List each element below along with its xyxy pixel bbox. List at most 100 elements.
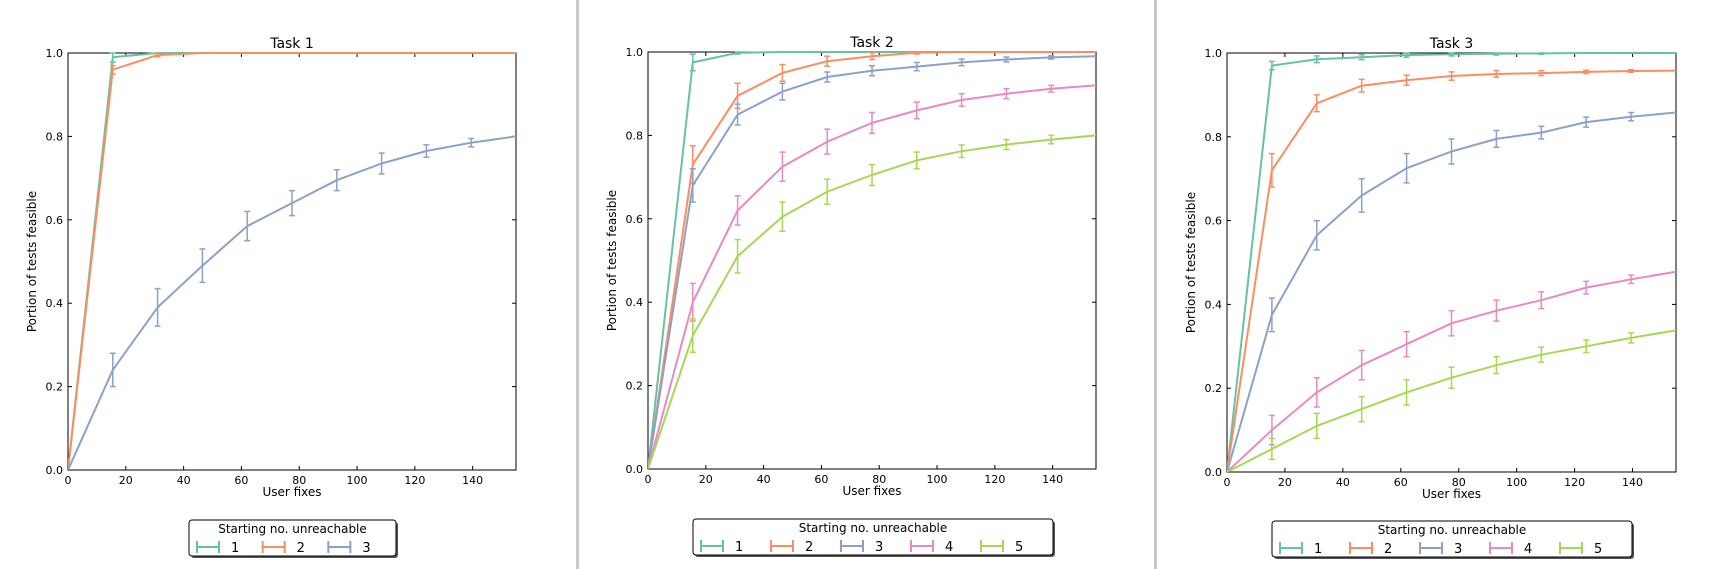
series-2 — [68, 52, 517, 470]
error-bar — [869, 52, 875, 61]
series-line-1 — [68, 52, 516, 470]
error-bar — [824, 71, 831, 83]
series-3 — [67, 135, 517, 471]
y-tick-label: 0.8 — [46, 130, 64, 143]
y-tick-label: 0.0 — [1205, 466, 1223, 479]
error-bar — [109, 352, 116, 388]
x-tick-label: 120 — [984, 473, 1005, 486]
error-bar — [1538, 346, 1545, 363]
error-bar — [1448, 138, 1455, 165]
legend-item-3: 3 — [1419, 542, 1462, 557]
error-bar — [824, 178, 831, 205]
error-bar — [779, 151, 786, 183]
data-point — [1675, 329, 1677, 331]
error-bar — [1313, 55, 1320, 64]
x-axis-label: User fixes — [842, 484, 901, 498]
error-bar — [734, 238, 741, 274]
data-point — [67, 469, 69, 471]
y-tick-label: 0.6 — [1205, 215, 1223, 228]
legend-label: 2 — [297, 541, 305, 556]
legend-title: Starting no. unreachable — [218, 522, 367, 536]
series-5 — [648, 134, 1097, 469]
error-bar — [1268, 152, 1275, 188]
data-point — [1361, 364, 1363, 366]
data-point — [692, 184, 694, 186]
error-bar — [958, 144, 965, 159]
data-point — [692, 61, 694, 63]
y-tick-label: 0.2 — [46, 381, 64, 394]
data-point — [1451, 53, 1453, 55]
error-bar — [1493, 129, 1500, 149]
data-point — [692, 335, 694, 337]
data-point — [781, 51, 783, 53]
data-point — [1540, 72, 1542, 74]
error-bar — [468, 137, 475, 148]
data-point — [871, 122, 873, 124]
legend-label: 5 — [1594, 542, 1602, 557]
data-point — [246, 52, 248, 54]
data-point — [1005, 51, 1007, 53]
error-bar — [1048, 134, 1055, 145]
error-bar — [1268, 437, 1275, 461]
series-line-2 — [68, 52, 516, 470]
x-axis-label: User fixes — [1422, 487, 1481, 501]
data-point — [1540, 52, 1542, 54]
data-point — [781, 91, 783, 93]
legend-title: Starting no. unreachable — [1378, 523, 1527, 537]
error-bar — [1493, 69, 1500, 79]
y-tick-label: 0.0 — [46, 464, 64, 477]
data-point — [781, 166, 783, 168]
data-point — [1585, 52, 1587, 54]
data-point — [1095, 134, 1097, 136]
legend: Starting no. unreachable 1 2 3 4 5 — [1271, 520, 1634, 559]
data-point — [961, 51, 963, 53]
error-bar — [1583, 116, 1590, 128]
series-line-5 — [1227, 329, 1676, 472]
legend-label: 4 — [1524, 542, 1532, 557]
x-tick-label: 120 — [404, 474, 425, 487]
error-bar — [1538, 69, 1545, 77]
legend-label: 1 — [735, 540, 743, 555]
legend-label: 4 — [945, 540, 953, 555]
data-point — [425, 150, 427, 152]
y-tick-label: 0.4 — [626, 296, 644, 309]
error-bar — [1403, 379, 1410, 406]
data-point — [826, 191, 828, 193]
data-point — [916, 66, 918, 68]
data-point — [737, 209, 739, 211]
error-bar — [1448, 71, 1455, 81]
error-bar — [154, 287, 161, 327]
data-point — [1630, 278, 1632, 280]
error-bar — [244, 210, 251, 242]
legend: Starting no. unreachable 1 2 3 4 5 — [692, 518, 1055, 557]
data-point — [826, 60, 828, 62]
data-point — [515, 135, 517, 137]
data-point — [1495, 138, 1497, 140]
error-bar — [1268, 297, 1275, 333]
data-point — [1226, 471, 1228, 473]
data-point — [871, 174, 873, 176]
data-point — [916, 109, 918, 111]
error-bar — [1448, 52, 1455, 57]
error-bar — [1628, 111, 1635, 122]
series-5 — [1226, 329, 1677, 473]
data-point — [1406, 54, 1408, 56]
error-bar — [1403, 74, 1410, 87]
x-tick-label: 100 — [927, 473, 948, 486]
data-point — [961, 61, 963, 63]
data-point — [1675, 70, 1677, 72]
data-point — [1451, 377, 1453, 379]
data-point — [1361, 85, 1363, 87]
y-tick-label: 0.2 — [1205, 382, 1223, 395]
data-point — [1361, 56, 1363, 58]
data-point — [1585, 345, 1587, 347]
data-point — [1585, 71, 1587, 73]
error-bar — [1358, 349, 1365, 381]
data-point — [1095, 84, 1097, 86]
x-tick-label: 20 — [119, 474, 133, 487]
legend-item-4: 4 — [910, 540, 953, 555]
series-1 — [1227, 52, 1676, 472]
error-bar — [779, 82, 786, 101]
data-point — [515, 52, 517, 54]
data-point — [737, 52, 739, 54]
